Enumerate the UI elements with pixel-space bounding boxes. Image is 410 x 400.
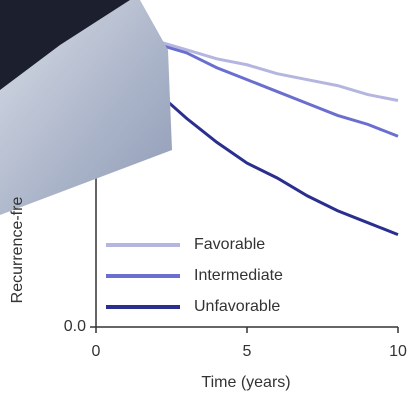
- y-tick-label: 0.0: [64, 318, 86, 335]
- occluder-dark: [0, 0, 130, 90]
- x-tick-label: 10: [389, 343, 407, 360]
- x-axis-label: Time (years): [201, 374, 290, 391]
- legend-label: Favorable: [194, 236, 265, 253]
- legend-label: Unfavorable: [194, 298, 280, 315]
- x-tick-label: 5: [243, 343, 252, 360]
- legend-label: Intermediate: [194, 267, 283, 284]
- occluding-object: [0, 0, 172, 215]
- x-tick-label: 0: [92, 343, 101, 360]
- y-axis-label: Recurrence-fre: [9, 197, 26, 304]
